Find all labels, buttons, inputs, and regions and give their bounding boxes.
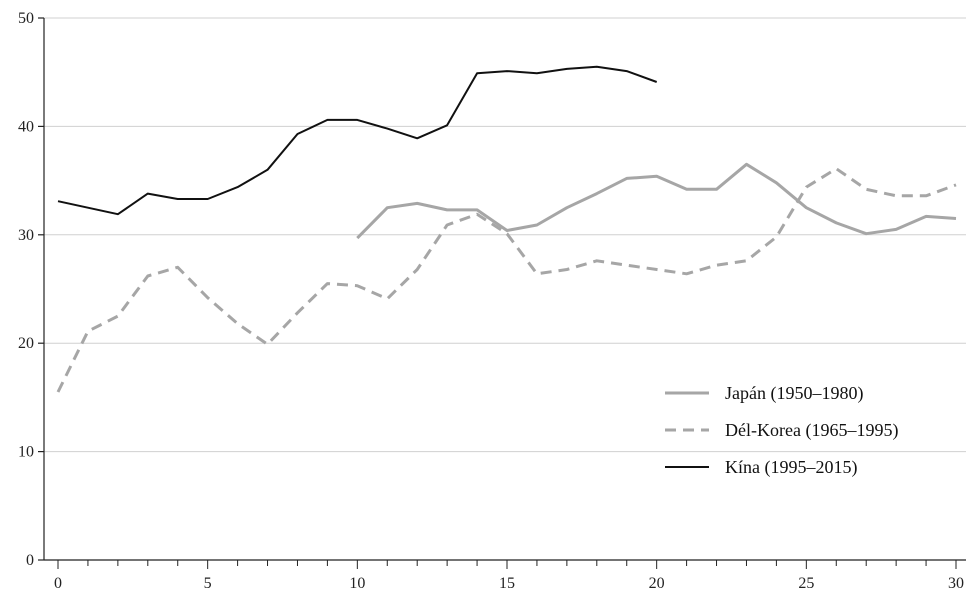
series-line-1 xyxy=(58,169,956,392)
y-tick-label-10: 10 xyxy=(18,444,34,461)
legend: Japán (1950–1980) Dél-Korea (1965–1995) Kí… xyxy=(665,383,898,478)
y-tick-label-40: 40 xyxy=(18,118,34,135)
legend-label-0: Japán (1950–1980) xyxy=(725,383,863,404)
x-tick-label-5: 5 xyxy=(204,575,212,592)
legend-label-1: Dél-Korea (1965–1995) xyxy=(725,420,898,441)
y-tick-label-20: 20 xyxy=(18,335,34,352)
y-tick-label-0: 0 xyxy=(26,552,34,569)
x-tick-label-0: 0 xyxy=(54,575,62,592)
x-tick-label-15: 15 xyxy=(499,575,515,592)
x-tick-label-25: 25 xyxy=(798,575,814,592)
y-tick-label-30: 30 xyxy=(18,227,34,244)
legend-label-2: Kína (1995–2015) xyxy=(725,457,857,478)
x-tick-label-10: 10 xyxy=(349,575,365,592)
y-tick-label-50: 50 xyxy=(18,10,34,27)
x-tick-label-20: 20 xyxy=(649,575,665,592)
series-line-2 xyxy=(58,67,657,214)
x-tick-label-30: 30 xyxy=(948,575,964,592)
axes: 0 10 20 30 40 50 0 5 10 15 20 25 30 xyxy=(18,10,966,592)
